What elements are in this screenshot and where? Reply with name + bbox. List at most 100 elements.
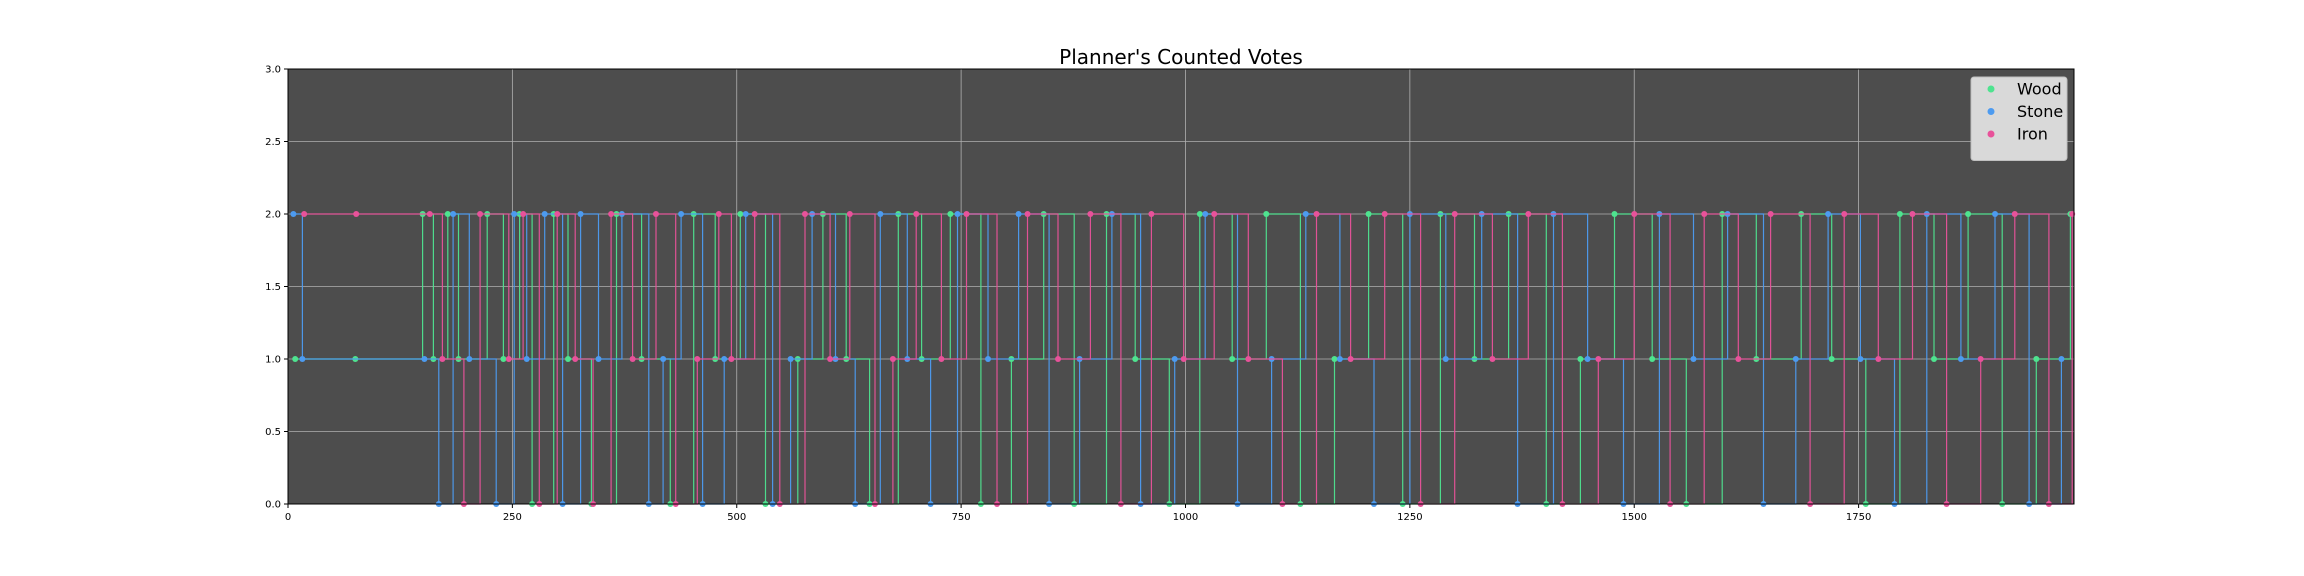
data-point [505, 356, 512, 362]
data-point [1792, 356, 1799, 362]
data-point [1015, 211, 1022, 217]
data-point [1489, 356, 1496, 362]
data-point [1180, 356, 1187, 362]
data-point [1595, 356, 1602, 362]
data-point [846, 211, 853, 217]
data-point [450, 211, 457, 217]
legend-box [1970, 76, 2068, 161]
data-point [751, 211, 758, 217]
data-point [608, 211, 615, 217]
data-point [1977, 356, 1984, 362]
data-point [1087, 211, 1094, 217]
data-point [678, 211, 685, 217]
data-point [1451, 211, 1458, 217]
x-tick-label: 1250 [1397, 512, 1422, 523]
data-point [938, 356, 945, 362]
data-point [523, 356, 530, 362]
data-point [913, 211, 920, 217]
data-point [439, 356, 446, 362]
data-point [728, 356, 735, 362]
data-point [1365, 211, 1372, 217]
x-tick-label: 500 [727, 512, 746, 523]
data-point [954, 211, 961, 217]
data-point [1525, 211, 1532, 217]
axes: 0 250 500 750 1000 1250 1500 1750 0.0 0.5 1.0 1.5 2.… [265, 65, 1871, 524]
data-point [2058, 356, 2065, 362]
data-point [595, 356, 602, 362]
data-point [737, 211, 744, 217]
data-point [500, 356, 507, 362]
data-point [2033, 356, 2040, 362]
legend-label: Iron [2017, 125, 2048, 144]
data-point [1245, 356, 1252, 362]
data-point [1211, 211, 1218, 217]
data-point [1347, 356, 1354, 362]
data-point [1302, 211, 1309, 217]
data-point [1202, 211, 1209, 217]
x-tick-label: 1750 [1846, 512, 1871, 523]
data-point [1735, 356, 1742, 362]
data-point [1767, 211, 1774, 217]
series-line [293, 213, 2062, 505]
data-point [1229, 356, 1236, 362]
y-tick-label: 3.0 [265, 65, 281, 76]
data-point [652, 211, 659, 217]
data-point [1171, 356, 1178, 362]
data-point [520, 211, 527, 217]
data-point [1132, 356, 1139, 362]
x-tick-label: 250 [503, 512, 522, 523]
data-point [877, 211, 884, 217]
data-point [787, 356, 794, 362]
legend-label: Stone [2017, 102, 2063, 121]
data-point [742, 211, 749, 217]
data-point [1263, 211, 1270, 217]
x-tick-label: 1000 [1173, 512, 1198, 523]
data-point [1196, 211, 1203, 217]
data-point [1875, 356, 1882, 362]
legend-marker [1987, 130, 1995, 138]
data-point [466, 356, 473, 362]
data-point [290, 211, 297, 217]
data-point [660, 356, 667, 362]
x-tick-label: 0 [285, 512, 291, 523]
data-point [301, 211, 308, 217]
data-point [1313, 211, 1320, 217]
data-point [1930, 356, 1937, 362]
data-point [292, 356, 299, 362]
data-point [1611, 211, 1618, 217]
data-point [1841, 211, 1848, 217]
y-tick-label: 2.0 [265, 210, 281, 221]
data-point [353, 211, 360, 217]
data-point [421, 356, 428, 362]
data-point [694, 356, 701, 362]
data-point [2011, 211, 2018, 217]
data-point [565, 356, 572, 362]
data-point [1584, 356, 1591, 362]
data-point [629, 356, 636, 362]
data-point [963, 211, 970, 217]
y-tick-label: 1.5 [265, 282, 281, 293]
data-point [541, 211, 548, 217]
data-point [554, 211, 561, 217]
y-tick-label: 0.5 [265, 427, 281, 438]
x-tick-label: 750 [952, 512, 971, 523]
data-point [1336, 356, 1343, 362]
data-point [1992, 211, 1999, 217]
y-tick-label: 1.0 [265, 355, 281, 366]
data-point [715, 211, 722, 217]
x-tick-label: 1500 [1622, 512, 1647, 523]
data-point [572, 356, 579, 362]
data-point [577, 211, 584, 217]
data-point [1577, 356, 1584, 362]
data-point [1442, 356, 1449, 362]
legend-label: Wood [2017, 80, 2062, 99]
data-point [985, 356, 992, 362]
data-point [1896, 211, 1903, 217]
legend-marker [1987, 85, 1995, 93]
data-point [1631, 211, 1638, 217]
data-point [1957, 356, 1964, 362]
legend-marker [1987, 108, 1995, 115]
data-point [889, 356, 896, 362]
